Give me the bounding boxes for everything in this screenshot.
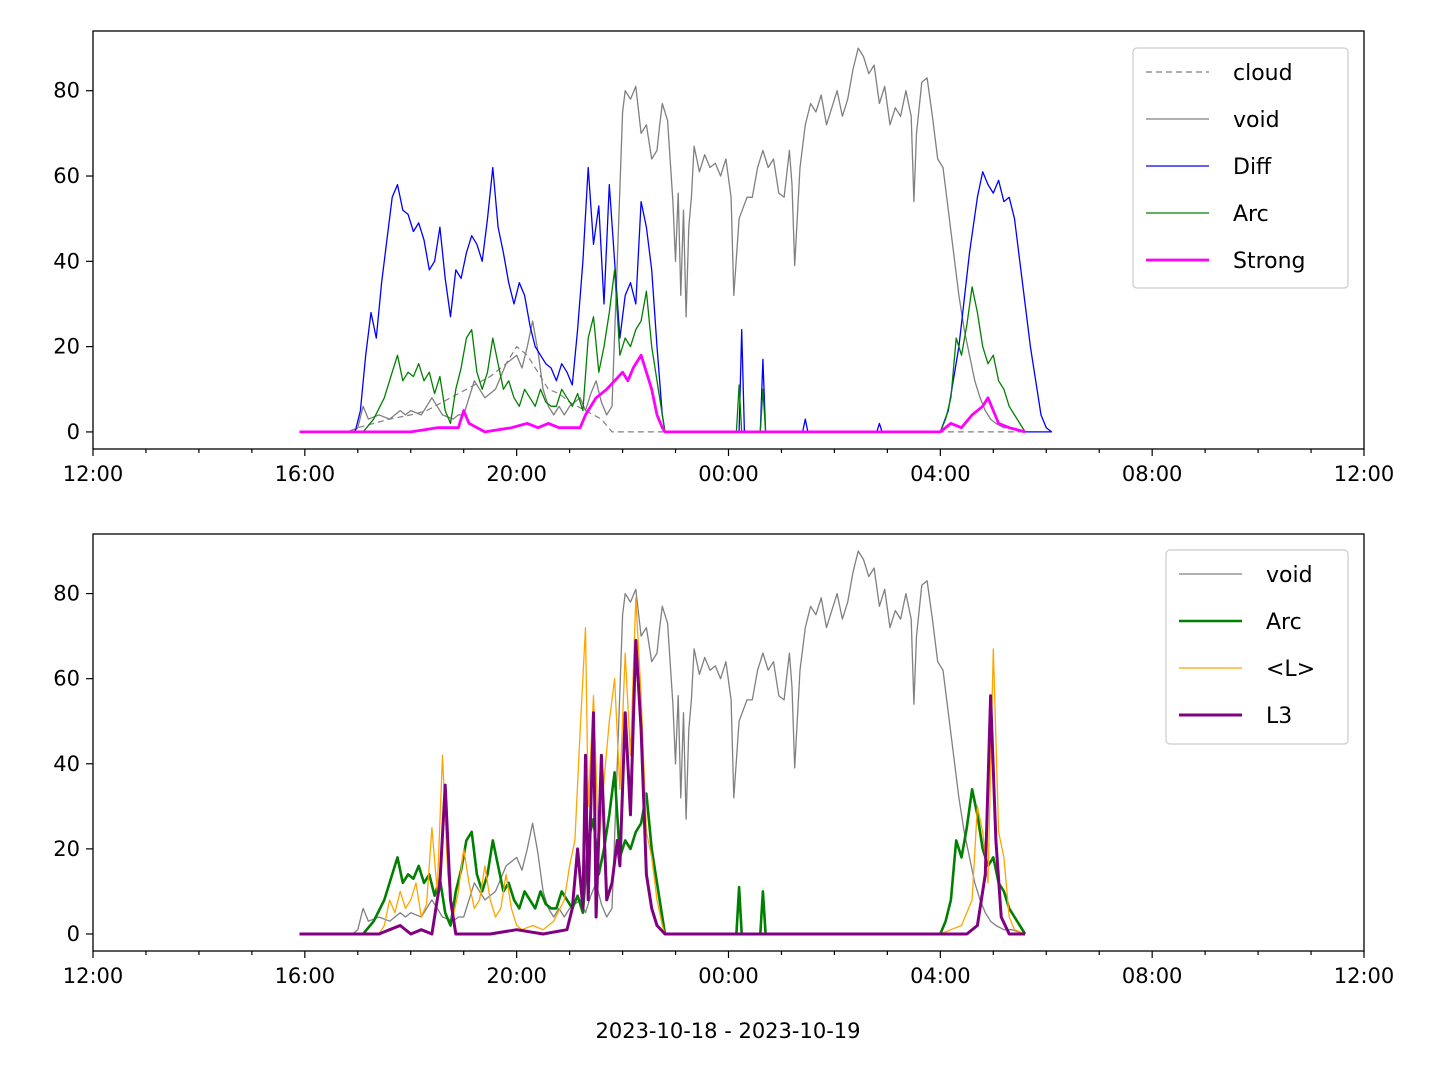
legend-box xyxy=(1132,47,1349,289)
legend-label: void xyxy=(1233,108,1280,133)
legend-label: void xyxy=(1266,563,1313,588)
x-tick-label: 16:00 xyxy=(275,462,336,486)
legend-label: Arc xyxy=(1266,610,1302,635)
x-axis-label: 2023-10-18 - 2023-10-19 xyxy=(595,1019,860,1043)
series-line-Strong xyxy=(299,353,1026,434)
x-tick-label: 12:00 xyxy=(63,964,124,988)
legend-label: <L> xyxy=(1266,657,1315,682)
series-lines xyxy=(299,47,1053,434)
y-tick-label: 60 xyxy=(53,164,80,188)
series-line-Diff xyxy=(299,166,1053,433)
legend-label: L3 xyxy=(1266,704,1292,729)
y-tick-label: 40 xyxy=(53,752,80,776)
legend-label: Arc xyxy=(1233,202,1269,227)
x-tick-label: 08:00 xyxy=(1122,462,1183,486)
series-line-L xyxy=(299,597,1026,935)
legend-label: cloud xyxy=(1233,61,1293,86)
x-tick-label: 00:00 xyxy=(698,964,759,988)
top-chart-panel: 12:00 16:00 20:00 00:00 04:00 08:00 12:00 0 20 40… xyxy=(53,30,1395,486)
legend-box xyxy=(1165,549,1349,745)
legend-label: Diff xyxy=(1233,155,1272,180)
x-tick-label: 00:00 xyxy=(698,462,759,486)
legend: void Arc <L> L3 xyxy=(1165,549,1349,745)
series-line-L3 xyxy=(299,638,1026,936)
y-tick-label: 0 xyxy=(67,420,80,444)
x-tick-label: 12:00 xyxy=(63,462,124,486)
series-lines xyxy=(299,550,1027,936)
x-tick-label: 20:00 xyxy=(486,964,547,988)
legend-label: Strong xyxy=(1233,249,1306,274)
x-tick-label: 04:00 xyxy=(910,964,971,988)
series-line-Arc xyxy=(299,269,1026,433)
y-tick-label: 80 xyxy=(53,79,80,103)
series-line-cloud xyxy=(299,346,1026,433)
legend: cloud void Diff Arc Strong xyxy=(1132,47,1349,289)
series-line-void xyxy=(299,550,1026,935)
x-tick-label: 20:00 xyxy=(486,462,547,486)
series-line-void xyxy=(299,47,1026,433)
series-line-Arc xyxy=(299,771,1027,936)
x-tick-label: 16:00 xyxy=(275,964,336,988)
x-tick-label: 12:00 xyxy=(1334,964,1395,988)
y-tick-label: 0 xyxy=(67,922,80,946)
y-tick-label: 60 xyxy=(53,667,80,691)
x-tick-label: 08:00 xyxy=(1122,964,1183,988)
x-tick-label: 04:00 xyxy=(910,462,971,486)
y-tick-label: 40 xyxy=(53,249,80,273)
bottom-chart-panel: 12:00 16:00 20:00 00:00 04:00 08:00 12:00 0 20 40… xyxy=(53,533,1395,988)
y-tick-label: 20 xyxy=(53,335,80,359)
x-tick-label: 12:00 xyxy=(1334,462,1395,486)
y-tick-label: 20 xyxy=(53,837,80,861)
y-tick-label: 80 xyxy=(53,582,80,606)
